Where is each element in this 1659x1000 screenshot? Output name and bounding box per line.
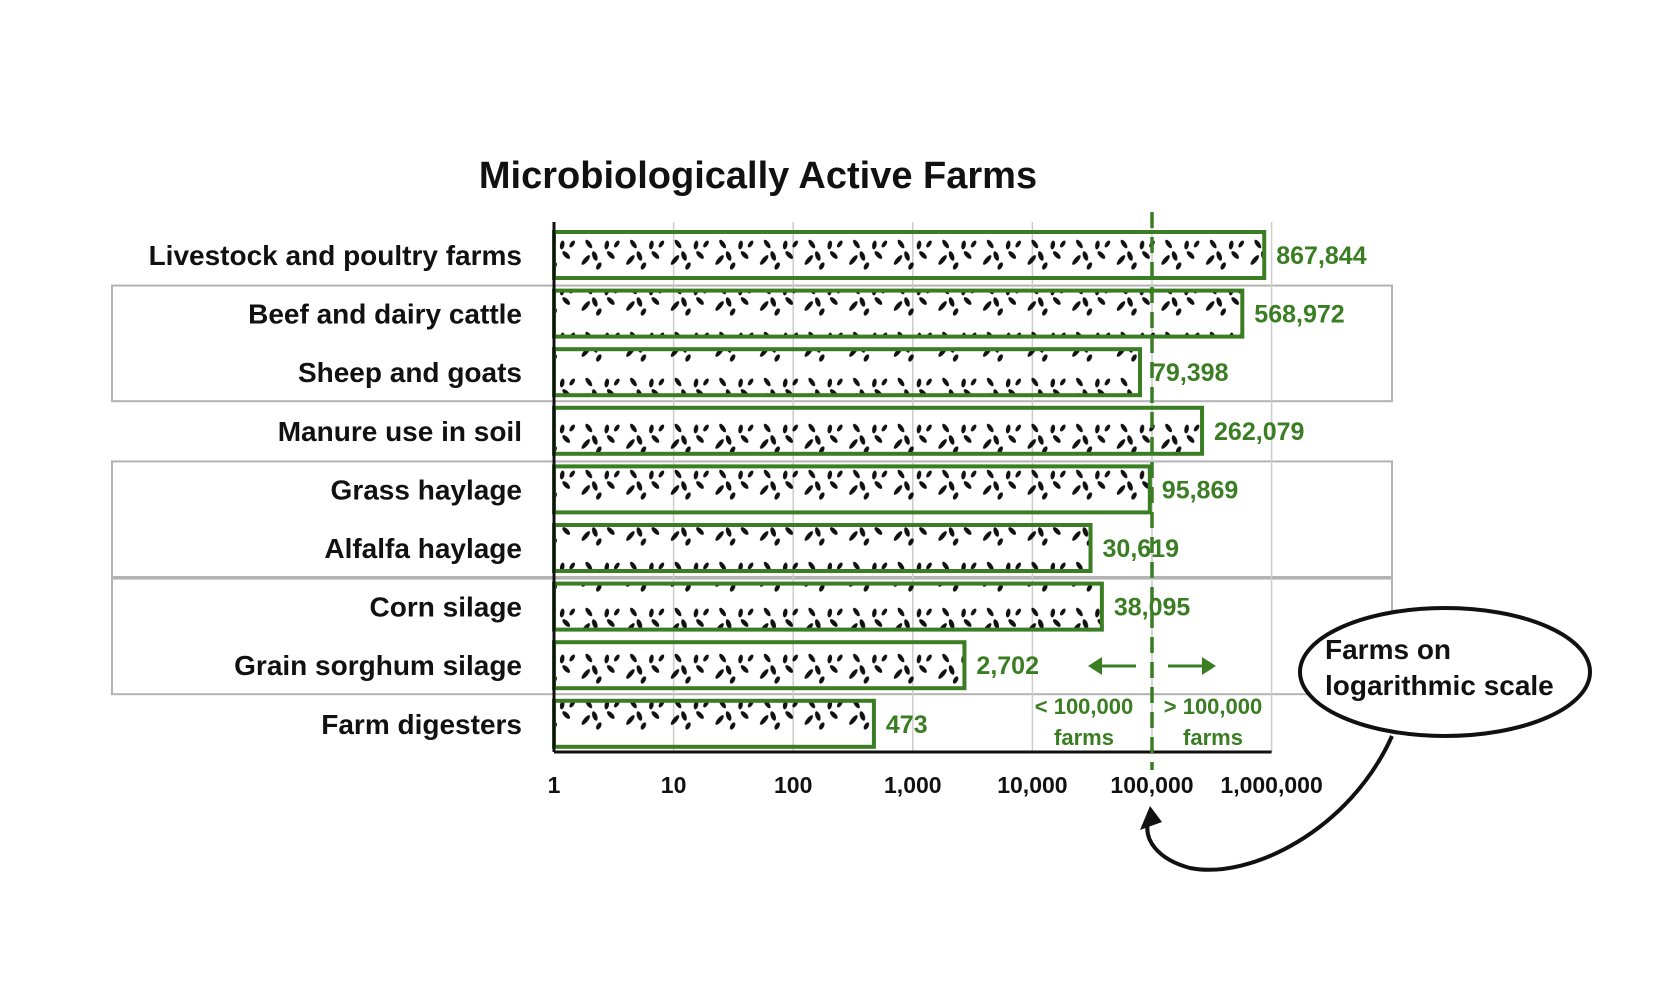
category-label: Grass haylage: [331, 474, 522, 505]
x-tick-label: 100,000: [1110, 772, 1193, 798]
category-label: Sheep and goats: [298, 357, 522, 388]
threshold-left-label: farms: [1054, 725, 1114, 750]
data-label: 473: [886, 711, 928, 739]
category-label: Corn silage: [370, 592, 522, 623]
group-box: [111, 460, 1393, 578]
category-label: Manure use in soil: [278, 416, 522, 447]
bar: [552, 347, 1143, 398]
data-label: 95,869: [1162, 476, 1238, 504]
callout-arrowhead: [1140, 806, 1162, 830]
group-box: [111, 284, 1393, 403]
x-tick-label: 10: [661, 772, 687, 798]
callout-bubble: [1298, 606, 1592, 738]
right-arrowhead: [1202, 657, 1216, 675]
x-tick-label: 1,000: [884, 772, 942, 798]
data-label: 867,844: [1276, 242, 1366, 270]
x-tick-label: 10,000: [997, 772, 1067, 798]
x-tick-label: 1: [548, 772, 561, 798]
data-label: 262,079: [1214, 418, 1304, 446]
left-arrowhead: [1088, 657, 1102, 675]
chart-title: Microbiologically Active Farms: [479, 155, 1037, 197]
bar: [552, 581, 1104, 632]
bar: [552, 698, 876, 749]
x-tick-label: 1,000,000: [1220, 772, 1322, 798]
callout-text: Farms on: [1325, 634, 1451, 665]
bar: [552, 523, 1093, 573]
threshold-right-label: > 100,000: [1164, 694, 1262, 719]
data-label: 30,619: [1103, 535, 1179, 563]
x-tick-label: 100: [774, 772, 812, 798]
category-label: Livestock and poultry farms: [149, 240, 522, 271]
bar: [552, 640, 967, 691]
bar: [552, 405, 1205, 456]
category-label: Beef and dairy cattle: [248, 299, 522, 330]
bar: [552, 230, 1267, 280]
data-label: 2,702: [976, 652, 1039, 680]
callout-arrow: [1145, 735, 1394, 872]
category-label: Farm digesters: [321, 709, 522, 740]
bar: [552, 464, 1152, 515]
data-label: 79,398: [1152, 359, 1229, 387]
data-label: 568,972: [1254, 301, 1344, 329]
callout-text: logarithmic scale: [1325, 670, 1554, 701]
bar: [552, 288, 1245, 339]
threshold-right-label: farms: [1183, 725, 1243, 750]
category-label: Alfalfa haylage: [324, 533, 522, 564]
threshold-left-label: < 100,000: [1035, 694, 1133, 719]
category-label: Grain sorghum silage: [234, 650, 522, 681]
